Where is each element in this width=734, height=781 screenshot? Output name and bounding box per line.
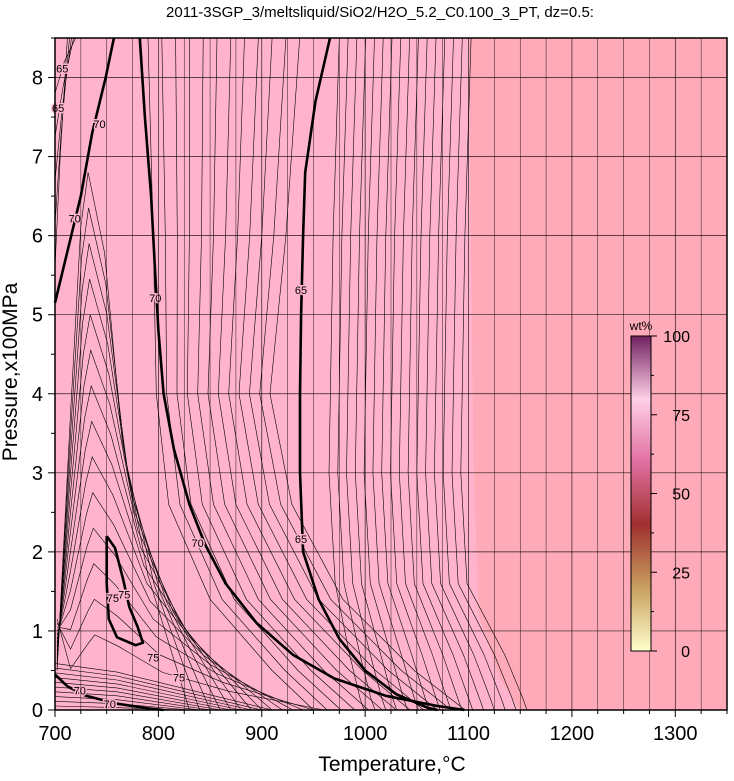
x-tick-label: 900 (245, 723, 278, 745)
contour-line (56, 384, 252, 711)
x-tick-label: 1000 (343, 723, 388, 745)
contour-70 (54, 673, 164, 712)
contour-line (56, 491, 283, 711)
contour-line (54, 696, 200, 711)
y-axis: 0 1 2 3 4 5 6 7 8 (32, 37, 55, 722)
colorbar-ticks: 0 25 50 75 100 (651, 329, 690, 661)
contour-line (54, 37, 76, 94)
x-axis-label: Temperature,°C (318, 753, 465, 776)
contour-label: 65 (56, 64, 68, 76)
contour-label: 65 (295, 285, 307, 297)
colorbar-tick-label: 25 (672, 565, 690, 582)
chart-title: 2011-3SGP_3/meltsliquid/SiO2/H2O_5.2_C0.… (166, 4, 594, 21)
contour-label: 75 (118, 589, 130, 601)
contour-line (56, 456, 273, 711)
colorbar-tick-label: 50 (672, 487, 690, 504)
contour-line (54, 667, 262, 711)
y-tick-label: 3 (32, 463, 43, 485)
y-tick-label: 1 (32, 621, 43, 643)
contour-line (56, 598, 314, 711)
contour-label: 70 (74, 686, 86, 698)
contour-label: 65 (295, 534, 307, 546)
x-tick-label: 700 (38, 723, 71, 745)
contour-line (57, 563, 304, 711)
colorbar-tick-label: 75 (672, 408, 690, 425)
colorbar-gradient (630, 335, 652, 652)
x-tick-label: 1200 (550, 723, 595, 745)
colorbar: wt% 0 25 50 75 100 (629, 319, 690, 661)
contour-label: 75 (173, 672, 185, 684)
y-axis-label: Pressure,x100MPa (0, 282, 22, 461)
contour-line (54, 686, 221, 711)
contour-label: 65 (52, 103, 64, 115)
contour-line (54, 37, 74, 137)
colorbar-tick-label: 0 (681, 644, 690, 661)
contour-line (56, 420, 263, 711)
x-tick-label: 800 (142, 723, 175, 745)
y-tick-label: 2 (32, 542, 43, 564)
contour-label: 70 (149, 293, 161, 305)
contour-line (54, 677, 242, 711)
contour-label: 70 (93, 119, 105, 131)
contour-line (54, 663, 273, 711)
contour-label: 70 (192, 538, 204, 550)
contour-label: 75 (147, 653, 159, 665)
contour-label: 75 (107, 593, 119, 605)
contour-label: 70 (69, 214, 81, 226)
contour-70 (53, 37, 116, 304)
y-tick-label: 4 (32, 384, 43, 406)
y-tick-label: 8 (32, 68, 43, 90)
contour-line (54, 691, 211, 711)
y-tick-label: 0 (32, 700, 43, 722)
contour-75 (105, 535, 145, 647)
colorbar-label: wt% (629, 319, 653, 333)
y-tick-label: 6 (32, 226, 43, 248)
contour-line (54, 672, 252, 711)
contour-line (54, 682, 231, 711)
colorbar-tick-label: 100 (663, 329, 690, 346)
x-axis: 700 800 900 1000 1100 1200 1300 (38, 710, 728, 745)
y-tick-label: 7 (32, 147, 43, 169)
x-tick-label: 1300 (653, 723, 698, 745)
contour-line (56, 527, 293, 711)
x-tick-label: 1100 (447, 723, 490, 745)
y-tick-label: 5 (32, 305, 43, 327)
